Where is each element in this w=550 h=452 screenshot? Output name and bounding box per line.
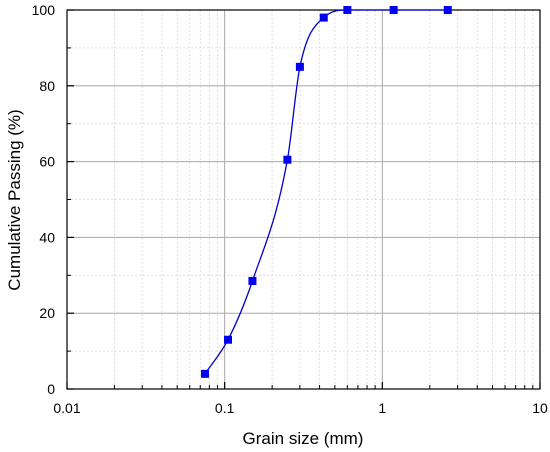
data-point xyxy=(443,6,452,14)
y-axis-title: Cumulative Passing (%) xyxy=(5,109,24,290)
x-tick-label: 0.01 xyxy=(53,400,80,416)
data-point xyxy=(319,13,328,22)
data-point xyxy=(248,276,257,285)
x-tick-labels: 0.01 0.1 1 10 xyxy=(53,400,548,416)
data-point xyxy=(389,6,398,14)
data-point xyxy=(224,335,233,344)
data-point xyxy=(295,62,304,71)
axis-ticks xyxy=(66,9,541,390)
y-tick-label: 40 xyxy=(39,229,55,245)
y-tick-label: 60 xyxy=(39,154,55,170)
x-tick-label: 1 xyxy=(378,400,386,416)
x-tick-label: 0.1 xyxy=(215,400,235,416)
y-tick-label: 80 xyxy=(39,78,55,94)
y-tick-label: 0 xyxy=(47,381,55,397)
y-tick-labels: 0 20 40 60 80 100 xyxy=(32,2,56,397)
data-point xyxy=(343,6,352,14)
data-points xyxy=(200,6,452,378)
fit-curve xyxy=(204,9,448,375)
data-point xyxy=(283,155,292,164)
x-axis-title: Grain size (mm) xyxy=(243,429,364,448)
x-tick-label: 10 xyxy=(532,400,548,416)
y-tick-label: 20 xyxy=(39,305,55,321)
y-tick-label: 100 xyxy=(32,2,56,18)
data-point xyxy=(200,369,209,378)
